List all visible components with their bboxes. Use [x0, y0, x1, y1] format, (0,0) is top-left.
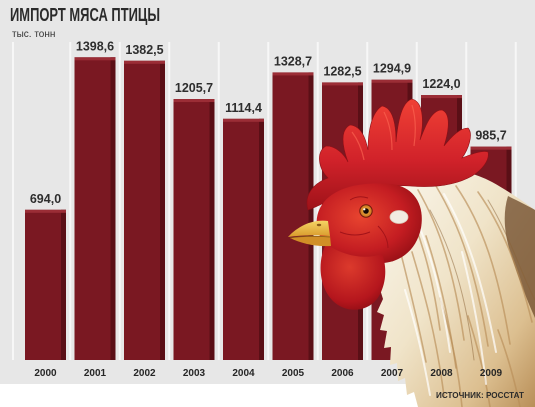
value-label-2006: 1282,5: [323, 64, 361, 78]
bar-body: [124, 61, 165, 360]
source-note: ИСТОЧНИК: РОССТАТ: [436, 390, 525, 400]
value-label-2004: 1114,4: [225, 101, 262, 115]
bar-top-highlight: [273, 72, 314, 75]
bar-2004: [223, 119, 264, 360]
year-label-2003: 2003: [183, 368, 206, 379]
bar-side-shade: [111, 57, 116, 360]
bar-body: [25, 210, 66, 360]
bar-2000: [25, 210, 66, 360]
bar-side-shade: [61, 210, 66, 360]
value-label-2003: 1205,7: [175, 81, 213, 95]
value-label-2000: 694,0: [30, 192, 61, 206]
year-label-2001: 2001: [84, 368, 107, 379]
bar-side-shade: [160, 61, 165, 360]
bar-top-highlight: [223, 119, 264, 122]
bar-2002: [124, 61, 165, 360]
year-label-2004: 2004: [232, 368, 255, 379]
bar-side-shade: [309, 72, 314, 360]
value-label-2007: 1294,9: [373, 62, 411, 76]
year-label-2002: 2002: [133, 368, 156, 379]
value-label-2008: 1224,0: [422, 77, 460, 91]
value-label-2002: 1382,5: [125, 43, 163, 57]
year-label-2009: 2009: [480, 368, 503, 379]
year-label-2006: 2006: [331, 368, 354, 379]
bar-top-highlight: [322, 82, 363, 85]
column-divider: [267, 42, 269, 360]
value-label-2009: 985,7: [475, 129, 506, 143]
year-label-2007: 2007: [381, 368, 404, 379]
unit-label: тыс. тонн: [12, 29, 55, 40]
bar-body: [75, 57, 116, 360]
value-label-2001: 1398,6: [76, 39, 114, 53]
column-divider: [69, 42, 71, 360]
rooster-eye: [360, 205, 372, 217]
bar-top-highlight: [25, 210, 66, 213]
bar-top-highlight: [75, 57, 116, 60]
bar-2003: [174, 99, 215, 360]
bar-top-highlight: [421, 95, 462, 98]
rooster-ear-lobe: [390, 211, 408, 224]
column-divider: [168, 42, 170, 360]
column-divider: [218, 42, 220, 360]
bar-top-highlight: [471, 147, 512, 150]
rooster-nostril: [317, 224, 321, 226]
rooster-eye-glint: [363, 208, 365, 210]
year-label-2005: 2005: [282, 368, 305, 379]
value-label-2005: 1328,7: [274, 54, 312, 68]
bar-2001: [75, 57, 116, 360]
bar-2005: [273, 72, 314, 360]
year-label-2000: 2000: [34, 368, 57, 379]
bar-side-shade: [259, 119, 264, 360]
chart-title: ИМПОРТ МЯСА ПТИЦЫ: [10, 5, 160, 25]
bar-body: [273, 72, 314, 360]
column-divider: [119, 42, 121, 360]
bar-top-highlight: [174, 99, 215, 102]
bar-body: [223, 119, 264, 360]
bar-top-highlight: [124, 61, 165, 64]
bar-top-highlight: [372, 80, 413, 83]
bar-body: [174, 99, 215, 360]
bar-side-shade: [210, 99, 215, 360]
year-label-2008: 2008: [430, 368, 453, 379]
column-divider: [12, 42, 14, 360]
